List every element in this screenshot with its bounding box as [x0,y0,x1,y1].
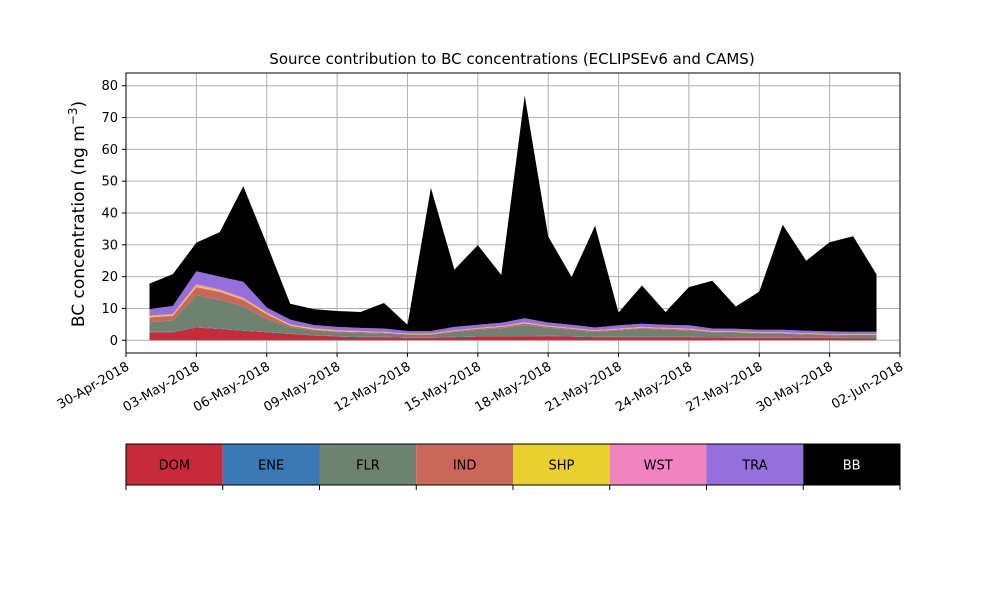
legend-swatch-ene [222,444,320,485]
legend-swatch-flr [319,444,417,485]
y-tick-label: 0 [110,334,118,349]
legend-label: TRA [741,459,767,474]
y-axis-label: BC concentration (ng m−3) [66,101,89,327]
y-tick-label: 20 [101,270,118,285]
legend-swatch-wst [609,444,707,485]
legend-swatch-shp [513,444,610,485]
y-axis-label-main: BC concentration (ng m [69,125,89,327]
y-tick-label: 80 [101,79,118,94]
y-tick-label: 40 [101,207,118,222]
area-ind [149,287,877,336]
y-tick-label: 10 [101,302,118,317]
legend-label: ENE [258,459,284,474]
y-axis-label-superscript: −3 [66,107,80,125]
legend-label: IND [453,459,477,474]
y-tick-label: 60 [101,143,118,158]
area-shp [149,285,877,335]
area-bb [149,95,877,332]
y-tick-label: 50 [101,175,118,190]
y-axis-label-close: ) [69,101,89,108]
legend-swatch-ind [416,444,513,485]
area-flr [149,295,877,338]
legend-swatch-dom [126,444,223,485]
y-tick-label: 70 [101,111,118,126]
area-wst [149,284,877,335]
legend-swatch-tra [706,444,804,485]
chart-title: Source contribution to BC concentrations… [269,50,754,68]
legend-label: DOM [159,459,190,474]
legend-label: WST [644,459,673,474]
legend-label: SHP [548,459,574,474]
area-dom [149,327,877,341]
area-tra [149,271,877,335]
legend-label: BB [843,459,861,474]
legend-label: FLR [356,459,380,474]
y-axis: 0 10 20 30 40 50 60 70 80 [101,79,126,349]
legend-swatch-bb [803,444,900,485]
legend-colorbar: DOM ENE FLR IND SHP WST TRA BB [125,443,901,490]
area-layer [149,95,877,341]
y-tick-label: 30 [101,238,118,253]
